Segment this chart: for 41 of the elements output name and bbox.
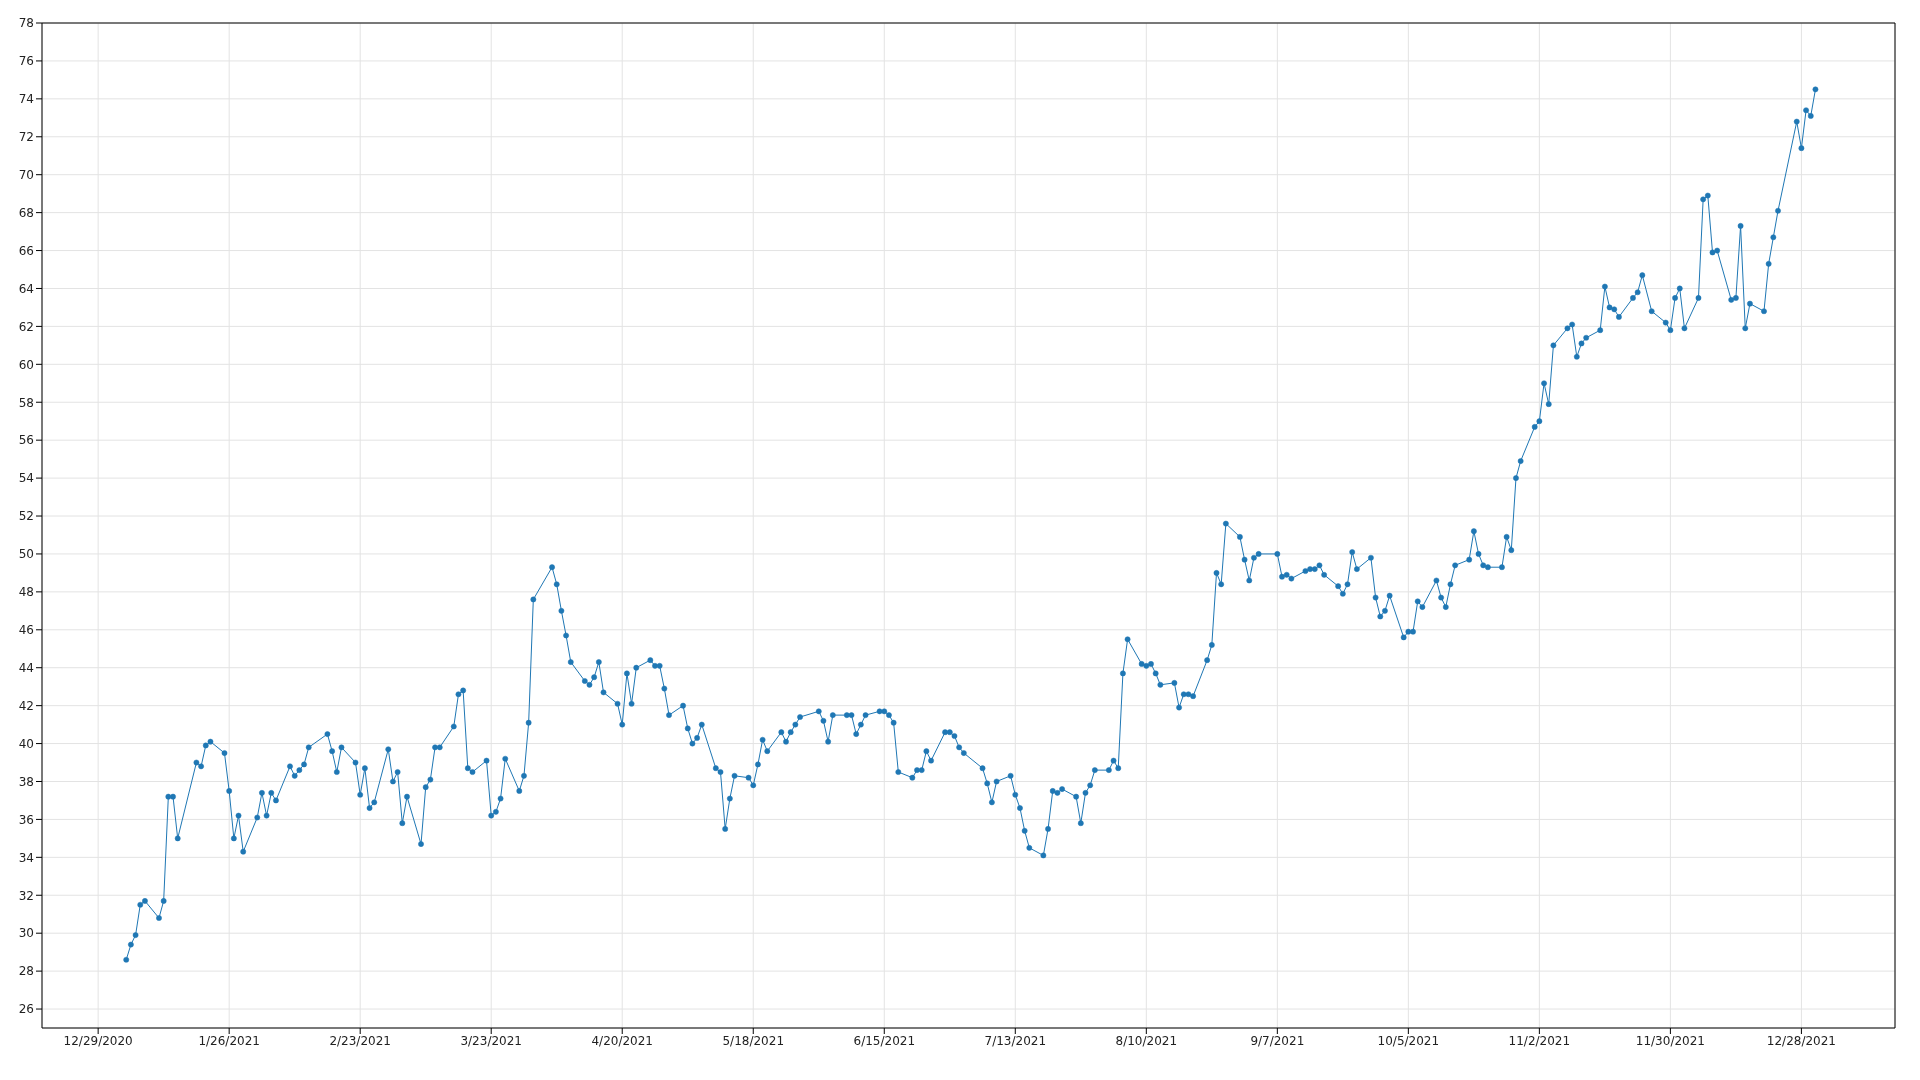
y-tick-label: 68: [18, 205, 34, 220]
x-tick-label: 4/20/2021: [591, 1033, 653, 1048]
x-tick-label: 9/7/2021: [1250, 1033, 1305, 1048]
x-tick-label: 11/30/2021: [1635, 1033, 1705, 1048]
x-tick-label: 1/26/2021: [198, 1033, 260, 1048]
y-tick-label: 54: [18, 471, 34, 486]
x-tick-label: 12/28/2021: [1766, 1033, 1836, 1048]
x-tick-label: 8/10/2021: [1115, 1033, 1178, 1048]
y-tick-label: 58: [18, 395, 34, 410]
y-tick-label: 66: [18, 243, 34, 258]
y-tick-label: 40: [18, 736, 34, 751]
y-tick-label: 26: [18, 1002, 34, 1017]
y-tick-label: 46: [18, 623, 34, 638]
y-tick-label: 56: [18, 433, 34, 448]
x-tick-label: 5/18/2021: [722, 1033, 785, 1048]
y-tick-label: 64: [18, 281, 34, 296]
x-tick-label: 7/13/2021: [984, 1033, 1047, 1048]
x-tick-label: 12/29/2020: [63, 1033, 133, 1048]
y-tick-label: 74: [18, 92, 34, 107]
y-tick-label: 70: [18, 167, 34, 182]
y-tick-label: 32: [18, 888, 34, 903]
y-tick-label: 78: [18, 16, 34, 31]
y-tick-label: 50: [18, 547, 34, 562]
y-tick-label: 38: [18, 774, 34, 789]
x-tick-label: 2/23/2021: [329, 1033, 391, 1048]
x-tick-label: 6/15/2021: [853, 1033, 916, 1048]
y-tick-label: 36: [18, 812, 34, 827]
y-tick-label: 30: [18, 926, 34, 941]
y-tick-label: 76: [18, 54, 34, 69]
y-tick-label: 34: [18, 850, 34, 865]
y-tick-label: 52: [18, 509, 34, 524]
y-tick-label: 44: [18, 660, 34, 675]
x-tick-label: 11/2/2021: [1508, 1033, 1571, 1048]
x-tick-label: 3/23/2021: [460, 1033, 522, 1048]
y-tick-label: 28: [18, 964, 34, 979]
y-tick-label: 60: [18, 357, 34, 372]
y-tick-label: 72: [18, 130, 34, 145]
y-tick-label: 42: [18, 698, 34, 713]
y-tick-label: 62: [18, 319, 34, 334]
x-tick-label: 10/5/2021: [1377, 1033, 1440, 1048]
y-tick-label: 48: [18, 585, 34, 600]
